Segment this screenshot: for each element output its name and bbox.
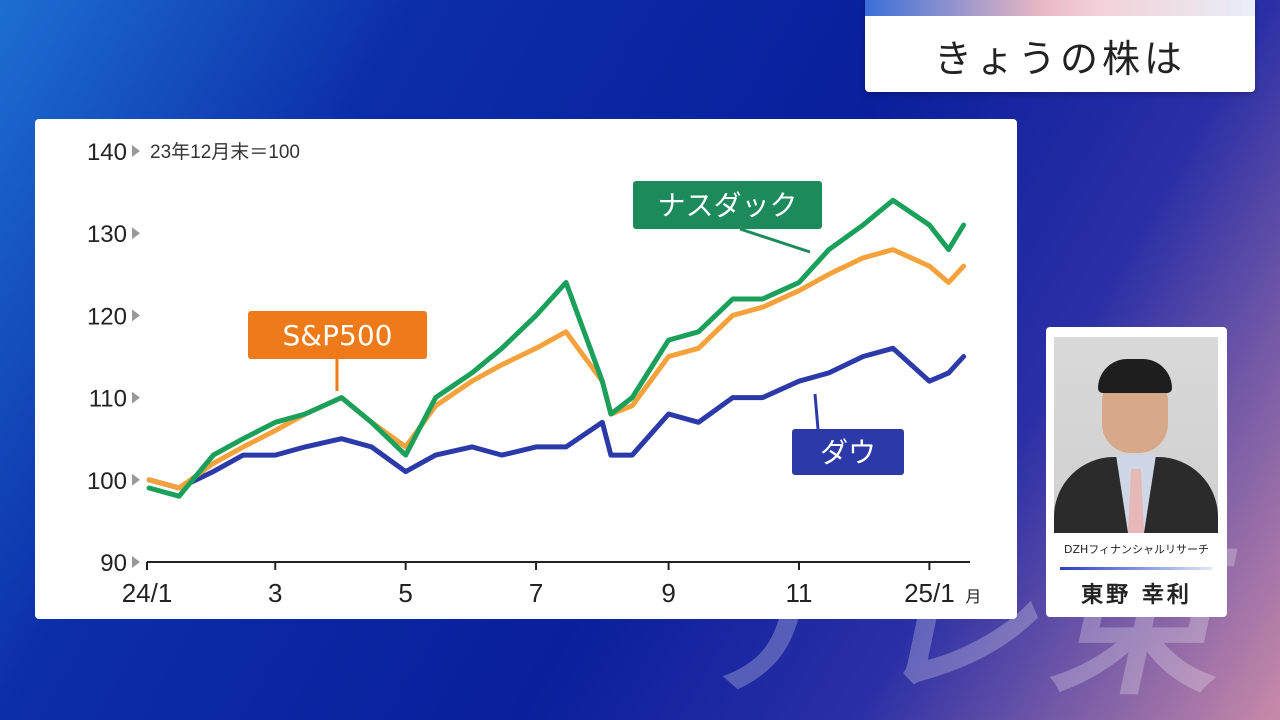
- sp500-line: [146, 247, 967, 491]
- x-tick-label: 7: [529, 578, 543, 608]
- x-tick-label: 5: [398, 578, 412, 608]
- speaker-company: DZHフィナンシャルリサーチ: [1063, 543, 1210, 556]
- y-tick-marker: [132, 227, 140, 240]
- segment-title: きょうの株は: [933, 37, 1186, 81]
- y-tick-label: 120: [87, 303, 127, 330]
- x-tick-suffix: 月: [965, 589, 981, 606]
- chart-svg: 90 100 110 120 130 140 24/1 3 5 7 9 11 25/1 月 ナスダック S&…: [87, 139, 981, 608]
- y-tick-label: 90: [100, 550, 127, 577]
- dow-pointer: [813, 393, 820, 430]
- x-tick-label: 25/1: [904, 578, 955, 608]
- y-tick-marker: [132, 145, 140, 157]
- speaker-name: 東野 幸利: [1081, 583, 1192, 608]
- dow-label-box: [792, 429, 904, 475]
- nasdaq-pointer: [739, 227, 811, 254]
- segment-title-box: きょうの株は: [865, 0, 1255, 92]
- y-tick-label: 110: [89, 386, 127, 413]
- dow-line: [146, 345, 967, 491]
- y-tick-marker: [132, 556, 140, 568]
- x-tick-label: 11: [785, 578, 812, 608]
- sp500-label-box: [248, 311, 427, 359]
- y-tick-label: 130: [87, 221, 127, 248]
- y-tick-marker: [132, 391, 140, 404]
- y-tick-marker: [132, 309, 140, 322]
- speaker-divider: [1060, 567, 1212, 570]
- speaker-card: DZHフィナンシャルリサーチ 東野 幸利: [1046, 327, 1227, 617]
- sp500-label: S&P500: [283, 319, 393, 352]
- nasdaq-label: ナスダック: [657, 189, 797, 222]
- dow-label: ダウ: [820, 436, 876, 469]
- baseline-note: 23年12月末＝100: [150, 141, 300, 163]
- x-tick-label: 9: [661, 578, 675, 608]
- x-tick-label: 3: [268, 578, 282, 608]
- nasdaq-label-box: [633, 181, 822, 229]
- nasdaq-line: [146, 197, 967, 499]
- y-tick-label: 100: [87, 468, 127, 495]
- stock-index-chart: 90 100 110 120 130 140 24/1 3 5 7 9 11 25/1 月 ナスダック S&…: [35, 119, 1017, 619]
- title-accent-strip: [865, 0, 1255, 16]
- x-tick-label: 24/1: [122, 578, 173, 608]
- y-tick-label: 140: [87, 139, 127, 166]
- y-tick-marker: [132, 473, 140, 486]
- speaker-photo: [1054, 337, 1218, 533]
